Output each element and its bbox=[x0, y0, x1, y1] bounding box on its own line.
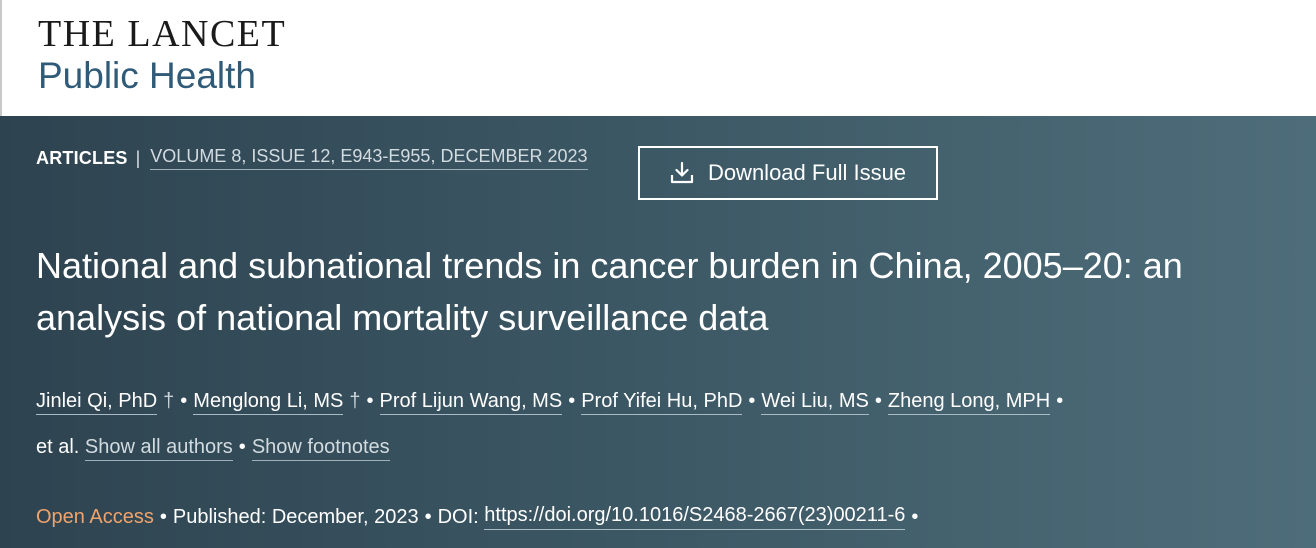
bullet: • bbox=[159, 505, 167, 528]
author-footnote-marker[interactable]: † bbox=[349, 390, 361, 412]
journal-logo[interactable]: THE LANCET Public Health bbox=[38, 14, 286, 98]
et-al: et al. bbox=[36, 436, 80, 458]
bullet: • bbox=[568, 390, 576, 412]
doi-link[interactable]: https://doi.org/10.1016/S2468-2667(23)00… bbox=[484, 504, 906, 530]
article-header: ARTICLES | VOLUME 8, ISSUE 12, E943-E955… bbox=[0, 116, 1316, 548]
author-link[interactable]: Menglong Li, MS bbox=[193, 390, 344, 415]
meta-separator: | bbox=[135, 147, 141, 168]
article-type: ARTICLES bbox=[36, 147, 128, 168]
bullet: • bbox=[424, 505, 432, 528]
published-label: Published: bbox=[172, 505, 267, 528]
bullet: • bbox=[366, 390, 374, 412]
bullet: • bbox=[180, 390, 188, 412]
author-link[interactable]: Jinlei Qi, PhD bbox=[36, 390, 158, 415]
show-all-authors-link[interactable]: Show all authors bbox=[84, 436, 233, 461]
bullet: • bbox=[911, 505, 919, 528]
bullet: • bbox=[748, 390, 756, 412]
author-link[interactable]: Zheng Long, MPH bbox=[887, 390, 1051, 415]
published-date: December, 2023 bbox=[271, 505, 419, 528]
open-access-badge: Open Access bbox=[36, 505, 154, 528]
bullet: • bbox=[1056, 390, 1064, 412]
site-header: THE LANCET Public Health bbox=[0, 0, 1316, 116]
download-icon bbox=[670, 162, 694, 184]
author-link[interactable]: Prof Lijun Wang, MS bbox=[379, 390, 563, 415]
author-link[interactable]: Wei Liu, MS bbox=[761, 390, 869, 415]
logo-line-1: THE LANCET bbox=[38, 13, 287, 55]
article-title: National and subnational trends in cance… bbox=[36, 245, 1183, 338]
author-link[interactable]: Prof Yifei Hu, PhD bbox=[581, 390, 743, 415]
author-footnote-marker[interactable]: † bbox=[163, 390, 175, 412]
publication-info: Open Access • Published: December, 2023 … bbox=[36, 504, 924, 530]
bullet: • bbox=[874, 390, 882, 412]
show-footnotes-link[interactable]: Show footnotes bbox=[251, 436, 390, 461]
download-full-issue-button[interactable]: Download Full Issue bbox=[638, 146, 938, 200]
issue-link[interactable]: VOLUME 8, ISSUE 12, E943-E955, DECEMBER … bbox=[150, 146, 588, 170]
author-list: Jinlei Qi, PhD † • Menglong Li, MS † • Prof Li… bbox=[36, 378, 1296, 470]
article-meta: ARTICLES | VOLUME 8, ISSUE 12, E943-E955… bbox=[36, 146, 588, 170]
logo-line-2: Public Health bbox=[38, 55, 257, 96]
doi-label: DOI: bbox=[437, 505, 479, 528]
download-label: Download Full Issue bbox=[707, 160, 907, 185]
bullet: • bbox=[238, 436, 246, 458]
